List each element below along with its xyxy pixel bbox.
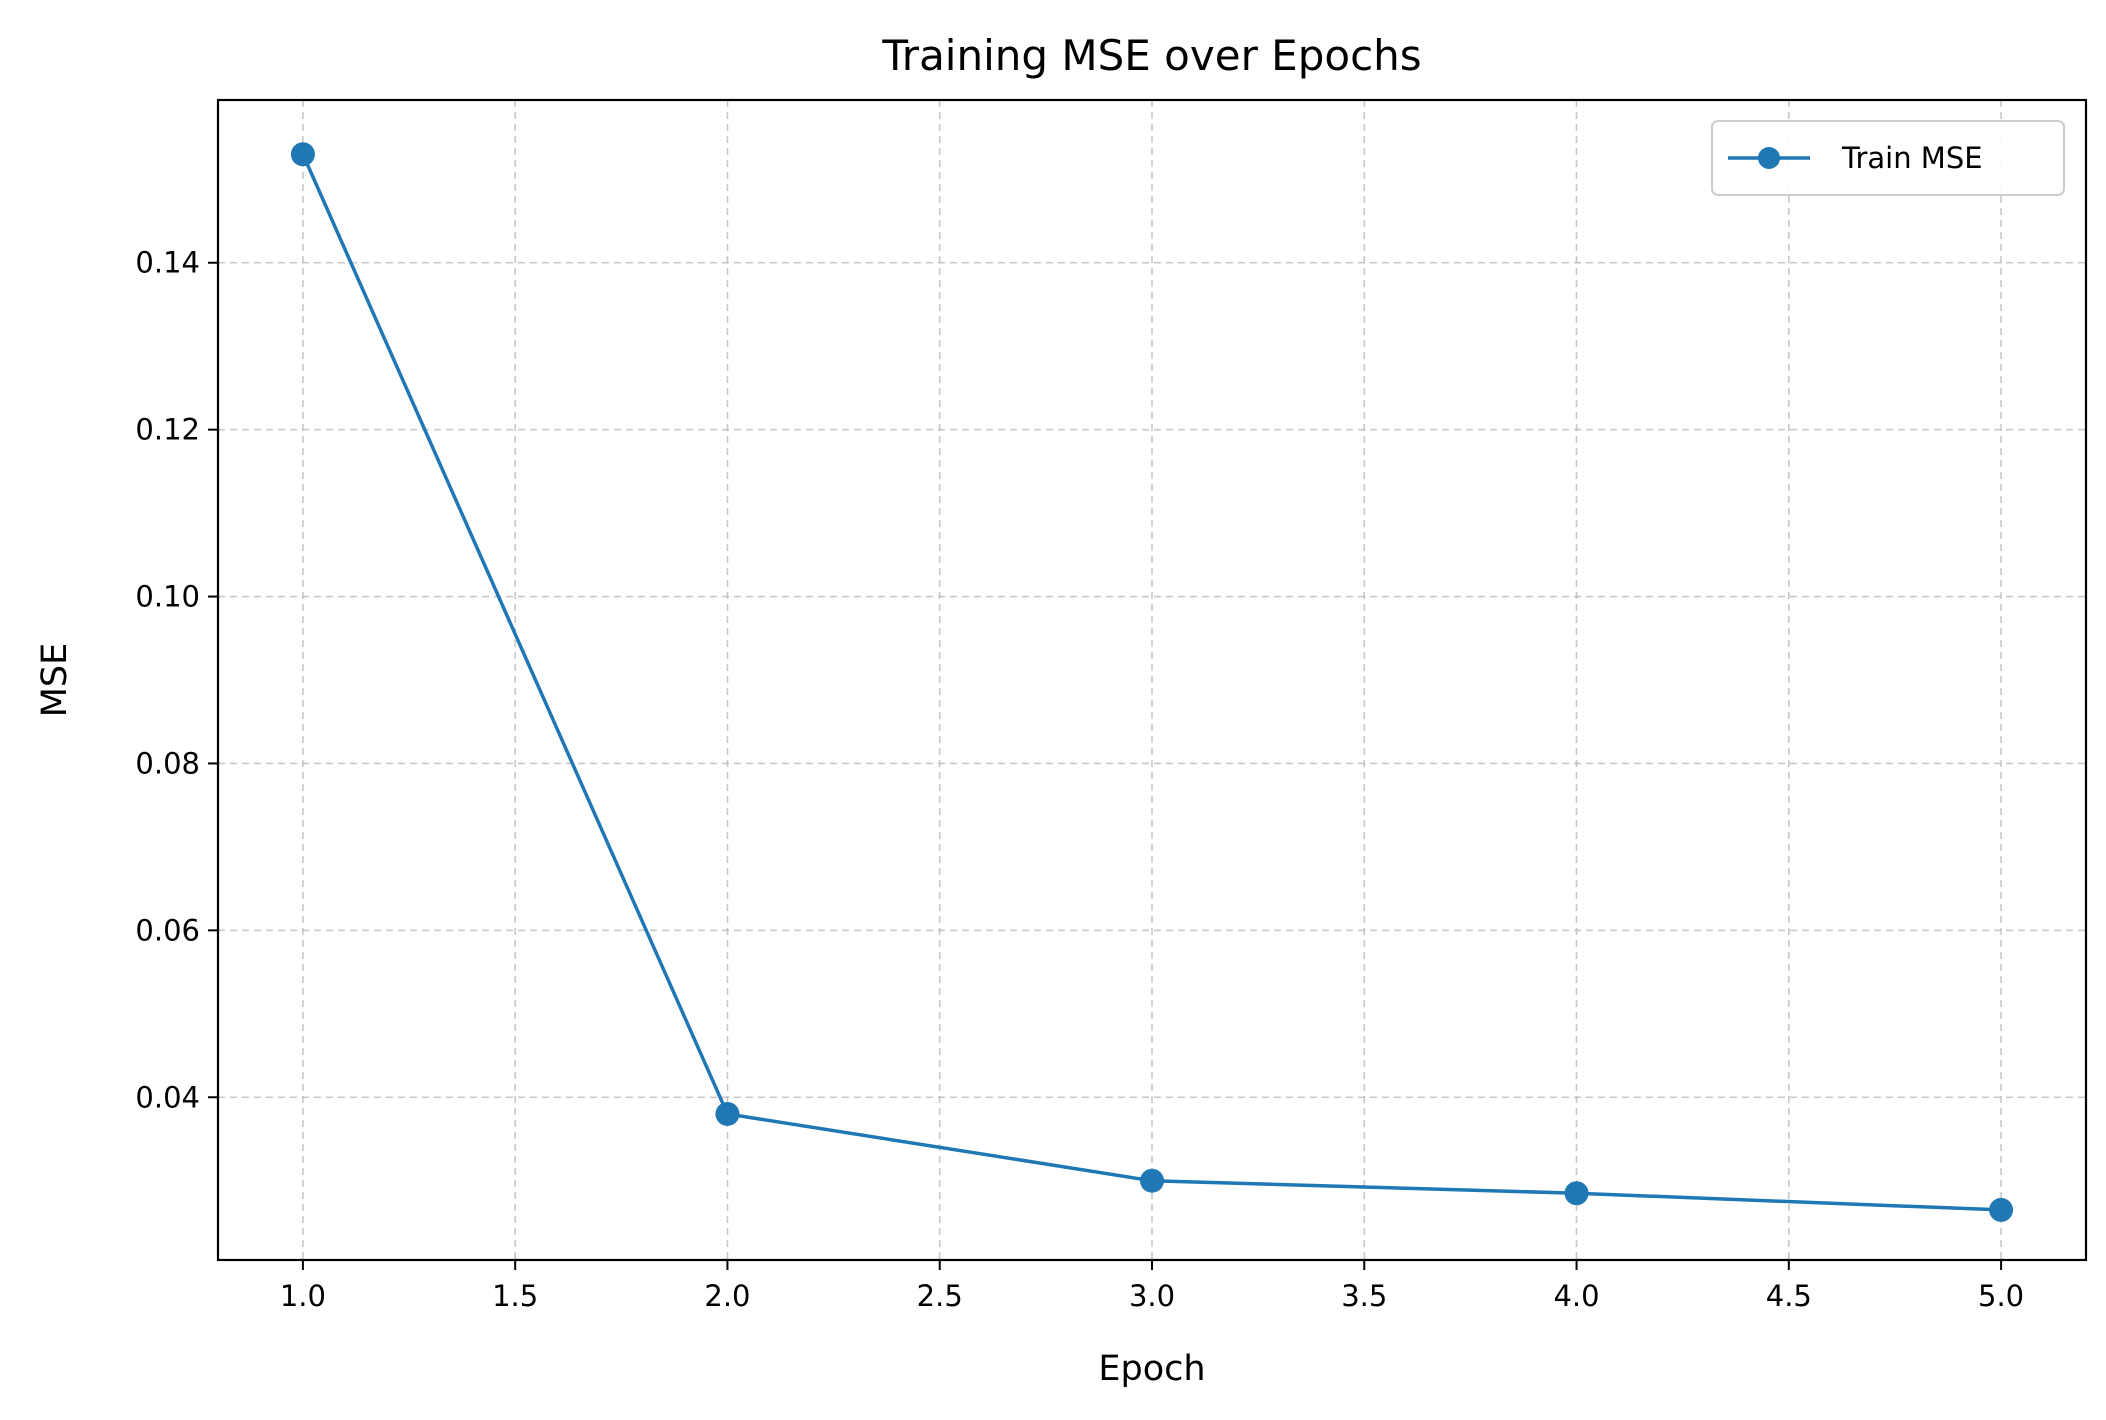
x-tick-label: 4.5 xyxy=(1766,1279,1812,1313)
data-point xyxy=(1140,1168,1164,1193)
y-tick-label: 0.12 xyxy=(135,413,200,447)
x-tick-label: 1.0 xyxy=(280,1279,326,1313)
y-tick-label: 0.10 xyxy=(135,580,200,614)
x-tick-label: 3.5 xyxy=(1341,1279,1387,1313)
legend-label-train-mse: Train MSE xyxy=(1841,141,1983,175)
data-point xyxy=(1564,1181,1589,1206)
legend-marker-swatch xyxy=(1758,147,1780,169)
y-axis-title: MSE xyxy=(35,643,75,718)
x-tick-label: 2.5 xyxy=(917,1279,963,1313)
y-tick-label: 0.04 xyxy=(135,1080,200,1114)
x-tick-label: 5.0 xyxy=(1978,1279,2024,1313)
legend-box xyxy=(1711,120,2065,196)
y-tick-label: 0.06 xyxy=(135,913,200,947)
grid xyxy=(218,100,2086,1260)
data-point xyxy=(715,1101,740,1126)
x-tick-label: 1.5 xyxy=(492,1279,538,1313)
chart-title: Training MSE over Epochs xyxy=(881,31,1421,80)
x-axis-title: Epoch xyxy=(1098,1349,1205,1389)
x-axis-ticks: 1.0 1.5 2.0 2.5 3.0 3.5 4.0 4.5 5.0 xyxy=(280,1260,2024,1313)
data-point xyxy=(1989,1197,2014,1222)
x-tick-label: 4.0 xyxy=(1553,1279,1599,1313)
x-tick-label: 2.0 xyxy=(704,1279,750,1313)
x-tick-label: 3.0 xyxy=(1129,1279,1175,1313)
series-layer xyxy=(290,142,2014,1222)
y-tick-label: 0.14 xyxy=(135,246,200,280)
data-point xyxy=(290,142,315,167)
y-tick-label: 0.08 xyxy=(135,746,200,780)
y-axis-ticks: 0.04 0.06 0.08 0.10 0.12 0.14 xyxy=(135,246,218,1114)
legend: Train MSE xyxy=(1711,120,2065,196)
